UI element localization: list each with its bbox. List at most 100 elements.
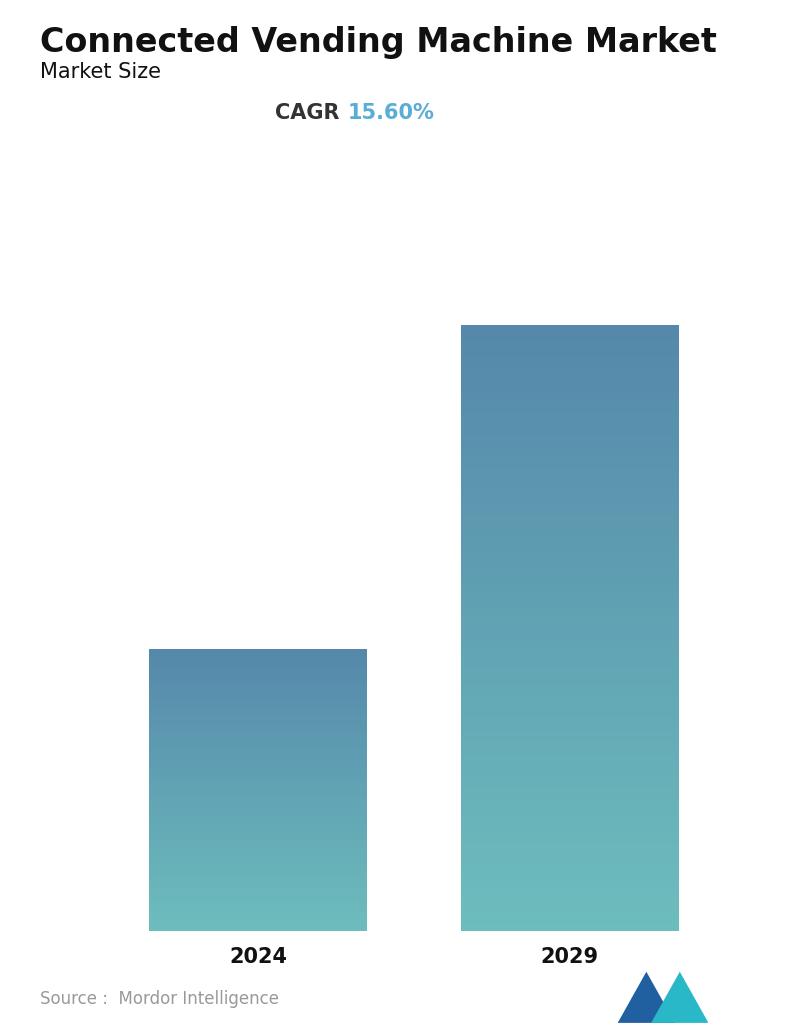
Bar (150, 749, 367, 750)
Bar (150, 719, 367, 721)
Bar (150, 860, 367, 862)
Bar (150, 835, 367, 837)
Bar (150, 823, 367, 825)
Bar (461, 859, 678, 862)
Bar (150, 664, 367, 665)
Bar (150, 730, 367, 732)
Bar (461, 759, 678, 761)
Bar (150, 826, 367, 827)
Bar (150, 812, 367, 814)
Bar (150, 811, 367, 813)
Bar (150, 870, 367, 872)
Bar (461, 827, 678, 830)
Bar (150, 759, 367, 761)
Bar (150, 677, 367, 678)
Bar (461, 799, 678, 801)
Bar (461, 362, 678, 364)
Bar (461, 611, 678, 614)
Bar (461, 507, 678, 510)
Bar (150, 716, 367, 717)
Bar (461, 668, 678, 671)
Bar (461, 868, 678, 871)
Bar (150, 819, 367, 821)
Bar (150, 927, 367, 929)
Bar (150, 910, 367, 912)
Bar (150, 725, 367, 726)
Bar (150, 828, 367, 829)
Bar (150, 851, 367, 853)
Bar (461, 895, 678, 899)
Bar (461, 333, 678, 336)
Bar (150, 679, 367, 681)
Bar (461, 648, 678, 650)
Bar (150, 832, 367, 834)
Bar (461, 452, 678, 455)
Bar (150, 778, 367, 779)
Bar (150, 866, 367, 868)
Bar (461, 483, 678, 485)
Bar (150, 885, 367, 886)
Bar (150, 703, 367, 704)
Bar (150, 791, 367, 793)
Bar (150, 923, 367, 925)
Bar (150, 817, 367, 818)
Bar (150, 762, 367, 764)
Bar (461, 489, 678, 491)
Bar (461, 833, 678, 835)
Bar (150, 744, 367, 746)
Bar (461, 557, 678, 559)
Bar (461, 589, 678, 592)
Bar (461, 328, 678, 330)
Text: 15.60%: 15.60% (348, 103, 435, 123)
Bar (150, 792, 367, 794)
Bar (150, 780, 367, 782)
Bar (150, 873, 367, 875)
Bar (150, 748, 367, 749)
Bar (150, 760, 367, 762)
Bar (150, 781, 367, 783)
Bar (461, 914, 678, 916)
Bar (150, 815, 367, 816)
Bar (461, 763, 678, 765)
Bar (461, 573, 678, 576)
Bar (150, 840, 367, 841)
Text: Source :  Mordor Intelligence: Source : Mordor Intelligence (40, 991, 279, 1008)
Bar (150, 707, 367, 708)
Bar (150, 732, 367, 734)
Bar (461, 388, 678, 391)
Bar (150, 655, 367, 656)
Bar (150, 680, 367, 682)
Bar (461, 330, 678, 332)
Bar (150, 891, 367, 893)
Bar (461, 420, 678, 423)
Bar (461, 753, 678, 755)
Bar (461, 414, 678, 417)
Bar (461, 736, 678, 739)
Bar (150, 752, 367, 754)
Bar (150, 722, 367, 724)
Text: Market Size: Market Size (40, 62, 161, 82)
Bar (461, 553, 678, 555)
Bar (461, 368, 678, 370)
Bar (461, 666, 678, 669)
Bar (150, 796, 367, 797)
Bar (150, 768, 367, 769)
Bar (150, 736, 367, 737)
Bar (461, 404, 678, 406)
Bar (150, 901, 367, 903)
Bar (150, 757, 367, 758)
Bar (461, 598, 678, 600)
Bar (461, 430, 678, 433)
Bar (461, 865, 678, 869)
Bar (150, 704, 367, 705)
Bar (150, 850, 367, 852)
Bar (150, 723, 367, 725)
Bar (150, 786, 367, 787)
Bar (150, 859, 367, 860)
Bar (150, 650, 367, 652)
Bar (461, 926, 678, 929)
Bar (461, 539, 678, 542)
Bar (461, 485, 678, 487)
Bar (150, 694, 367, 695)
Bar (150, 666, 367, 667)
